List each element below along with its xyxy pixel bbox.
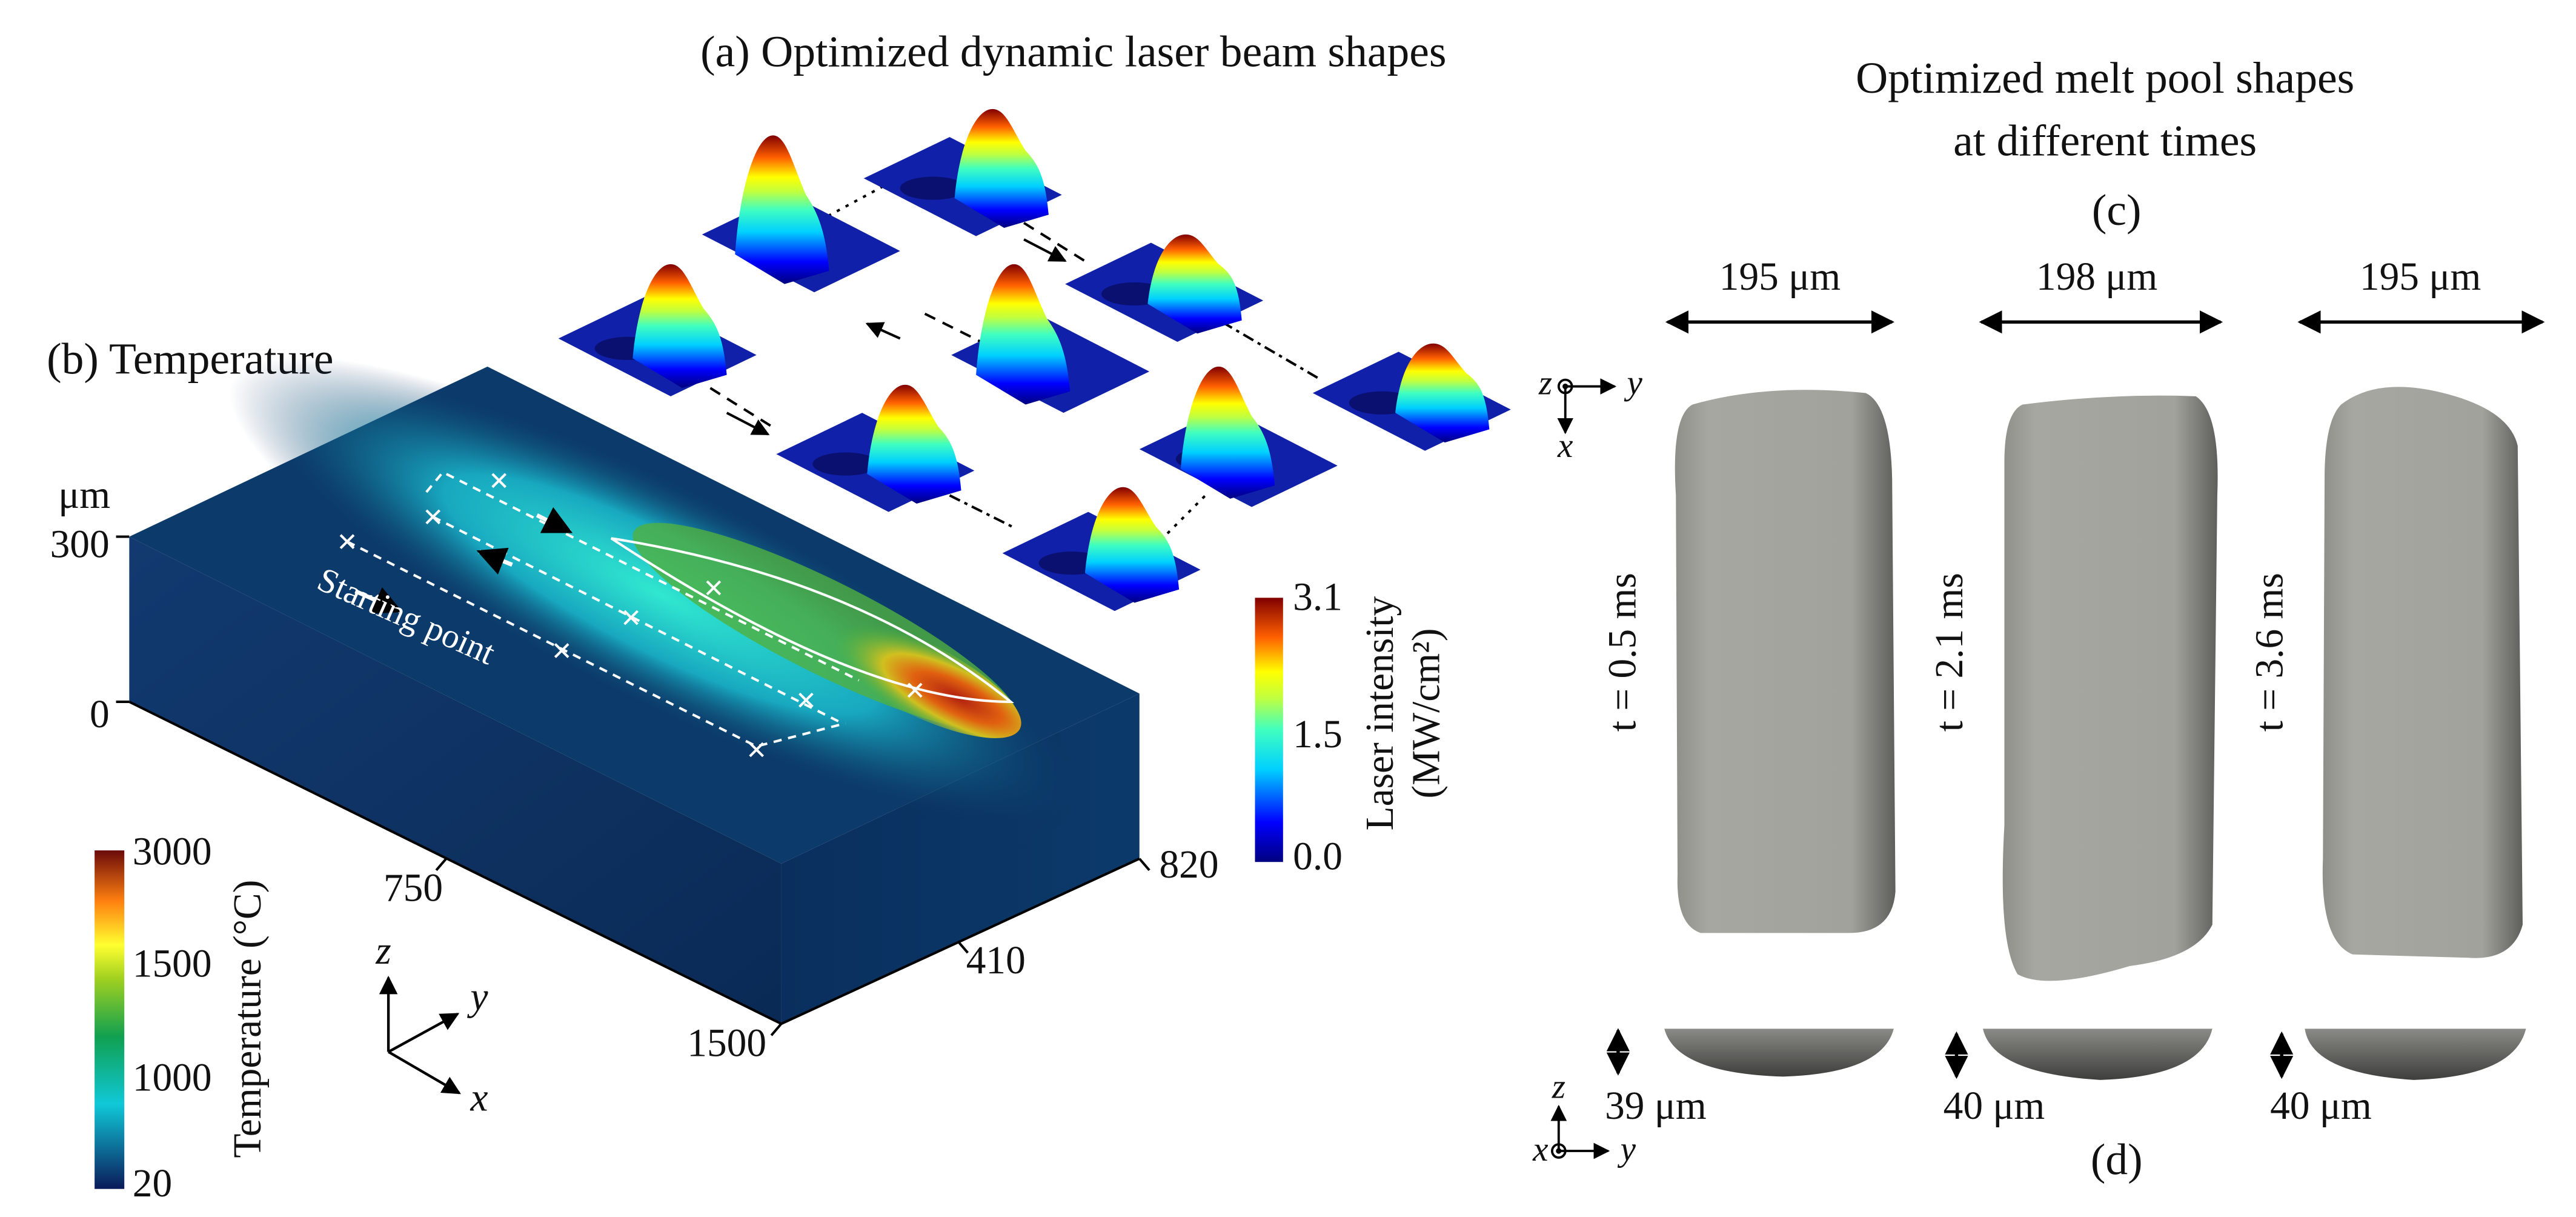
heat-halo (230, 356, 1092, 833)
time-label: t = 2.1 ms (1928, 573, 1971, 732)
tile-peak (1180, 366, 1275, 499)
time-label: t = 0.5 ms (1601, 573, 1645, 732)
beam-tile (1312, 343, 1511, 451)
depth-label: 39 μm (1605, 1084, 1707, 1128)
melt-pools (1664, 387, 2526, 1080)
colorbar-tick-label: 1.5 (1293, 713, 1343, 756)
temperature-colorbar-label: Temperature (°C) (226, 880, 270, 1158)
colorbar-tick-label: 1000 (133, 1056, 212, 1100)
y-tick-label: 820 (1159, 843, 1218, 887)
colorbar-tick-label: 0.0 (1293, 835, 1343, 878)
tile-peak (976, 264, 1071, 405)
melt-pool-section (2305, 1029, 2526, 1080)
dimension-arrows (1606, 310, 2545, 1079)
laser-colorbar (1255, 598, 1283, 862)
melt-pool-top (2002, 395, 2218, 981)
melt-pool-section (1983, 1029, 2213, 1080)
tile-peak (1147, 234, 1242, 334)
triad-c (1557, 378, 1617, 435)
panel-c-title: Optimized melt pool shapes (1856, 53, 2354, 102)
axis-y: y (1624, 364, 1642, 402)
beam-tile (951, 264, 1150, 413)
depth-label: 40 μm (1944, 1084, 2045, 1128)
scan-arrows (354, 507, 573, 614)
tile-peak (632, 264, 727, 388)
beam-tile (558, 264, 757, 396)
axis-y: y (466, 975, 488, 1019)
tile-peak (1084, 487, 1180, 603)
width-label: 195 μm (1719, 255, 1841, 299)
triad-d (1550, 1104, 1610, 1159)
panel-a-title: (a) Optimized dynamic laser beam shapes (700, 27, 1446, 76)
colorbar-tick-label: 3.1 (1293, 576, 1343, 619)
beam-tile (1002, 487, 1201, 612)
temperature-colorbar (95, 850, 125, 1189)
laser-colorbar-unit: (MW/cm²) (1404, 629, 1448, 799)
axis-y: y (1618, 1130, 1636, 1169)
tile-dip (812, 452, 879, 476)
z-tick-label: 0 (90, 693, 110, 736)
melt-pool-top (1675, 390, 1896, 933)
colorbar-tick-label: 3000 (133, 830, 212, 873)
beam-shapes (558, 108, 1511, 612)
melt-outline (610, 537, 1015, 703)
tile-dip (900, 176, 966, 200)
tile-peak (867, 384, 961, 504)
axis-z: z (1552, 1067, 1565, 1105)
temperature-block: Starting point μm 300 0 750 1500 410 820 (50, 356, 1219, 1065)
melt-spot (812, 616, 1021, 738)
axis-x: x (1557, 427, 1573, 465)
axis-z: z (375, 929, 391, 973)
panel-c-subtitle: at different times (1953, 116, 2257, 165)
panel-d-label: (d) (2091, 1135, 2143, 1184)
block-front-face (129, 536, 782, 1024)
width-label: 195 μm (2360, 255, 2481, 299)
z-unit: μm (58, 473, 110, 517)
scan-points (339, 473, 923, 758)
melt-pool-section (1664, 1029, 1894, 1077)
colorbar-tick-label: 20 (133, 1162, 172, 1205)
laser-colorbar-label: Laser intensity (1358, 596, 1402, 830)
x-tick-label: 1500 (687, 1021, 766, 1065)
y-tick-label: 410 (966, 939, 1026, 982)
beam-tile (1139, 366, 1338, 507)
width-label: 198 μm (2036, 255, 2157, 299)
block-axis-ticks (116, 535, 1150, 1036)
panel-c-label: (c) (2092, 185, 2142, 235)
tile-peak (1395, 343, 1490, 443)
tile-peak (954, 108, 1049, 228)
melt-pool-top (2322, 387, 2523, 958)
beam-tile (1065, 234, 1264, 342)
beam-tile (702, 135, 900, 293)
x-tick-label: 750 (383, 866, 443, 910)
beam-tile (776, 384, 975, 512)
time-label: t = 3.6 ms (2248, 573, 2292, 732)
beam-tile (863, 108, 1062, 236)
tile-peak (735, 135, 829, 284)
axis-triad (379, 975, 461, 1095)
depth-label: 40 μm (2270, 1084, 2372, 1128)
axis-x: x (1532, 1130, 1548, 1169)
z-tick-label: 300 (50, 523, 110, 567)
colorbar-tick-label: 1500 (133, 942, 212, 986)
axis-x: x (470, 1076, 488, 1119)
axis-z: z (1538, 364, 1552, 402)
